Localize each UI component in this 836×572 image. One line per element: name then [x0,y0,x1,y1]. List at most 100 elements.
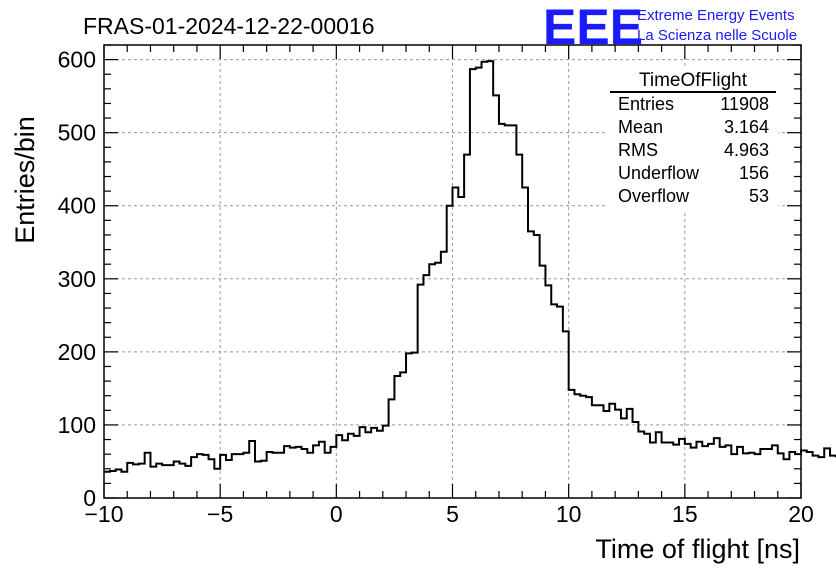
histogram-bin [185,466,191,498]
histogram-bin [406,353,412,498]
histogram-bin [662,442,668,498]
y-tick-labels: 0 100 200 300 400 500 600 [58,47,96,511]
histogram-bin [348,434,354,498]
histogram-bin [441,252,447,498]
y-tick-label: 100 [58,412,96,438]
histogram-bin [226,460,232,498]
histogram-bin [528,231,534,498]
histogram-bin [801,451,807,498]
histogram-bin [255,461,261,498]
histogram-bin [383,426,389,498]
histogram-bin [400,372,406,498]
histogram-bin [807,452,813,498]
histogram-bin [574,394,580,498]
histogram-bin [168,465,174,498]
histogram-bin [592,405,598,498]
histogram-bin [458,197,464,498]
histogram-bin [557,307,563,498]
histogram-bin [685,444,691,498]
stats-value: 53 [749,186,769,206]
histogram-bin [423,275,429,498]
histogram-outline [104,60,836,473]
histogram-bin [755,454,761,498]
histogram-bin [702,446,708,498]
x-tick-label: 15 [672,501,698,527]
y-axis-title: Entries/bin [10,116,40,244]
histogram-bin [156,464,162,498]
histogram-bin [818,457,824,498]
histogram-bin [371,428,377,498]
histogram-bin [720,447,726,498]
histogram-bin [174,461,180,498]
histogram-bin [243,453,249,498]
x-tick-labels: −10 −5 0 5 10 15 20 [84,501,813,527]
histogram-bin [261,461,267,498]
stats-rows: Entries 11908 Mean 3.164 RMS 4.963 Underflow 15… [618,94,769,206]
histogram-bin [377,431,383,498]
histogram-bin [545,285,551,498]
histogram-bin [621,418,627,498]
histogram-bin [133,464,139,498]
histogram-bin [365,432,371,498]
stats-label: Mean [618,117,663,137]
histogram-bin [493,95,499,498]
histogram-bin [604,411,610,498]
histogram-bin [505,125,511,498]
histogram-bin [104,472,110,498]
histogram-bin [667,442,673,498]
histogram-bin [307,453,313,498]
histogram-bin [534,235,540,498]
histogram-bin [121,472,127,498]
histogram-bin [813,456,819,498]
histogram-bin [296,447,302,498]
logo-mark: EEE [543,0,643,55]
histogram-bin [516,155,522,498]
stats-label: RMS [618,140,658,160]
histogram-bin [598,405,604,498]
histogram-bin [615,410,621,498]
histogram-bin [830,456,836,498]
histogram-bin [696,442,702,498]
histogram-bin [278,453,284,498]
histogram-bin [766,449,772,498]
histogram-bin [290,448,296,498]
histogram-bin [522,187,528,498]
histogram-bin [743,453,749,498]
histogram-bin [540,266,546,498]
x-tick-label: −10 [84,501,123,527]
histogram-bin [609,404,615,498]
stats-label: Overflow [618,186,690,206]
histogram-bin [342,440,348,498]
stats-value: 4.963 [724,140,769,160]
x-axis-title: Time of flight [ns] [595,534,800,564]
run-title: FRAS-01-2024-12-22-00016 [83,13,375,39]
histogram-bin [633,422,639,498]
axis-ticks [103,44,802,499]
histogram-bin [331,447,337,498]
histogram-bin [214,469,220,498]
histogram-bin [673,445,679,498]
stats-box: TimeOfFlight Entries 11908 Mean 3.164 RMS 4.9… [608,68,778,210]
histogram-bin [272,453,278,498]
x-tick-label: 5 [446,501,459,527]
y-tick-label: 300 [58,266,96,292]
stats-value: 3.164 [724,117,769,137]
histogram-bin [760,449,766,498]
histogram-bin [499,124,505,498]
histogram-bin [203,455,209,498]
y-tick-label: 200 [58,339,96,365]
histogram-bin [301,449,307,498]
histogram-bin [511,125,517,498]
y-tick-label: 400 [58,193,96,219]
y-tick-label: 0 [83,485,96,511]
histogram-bin [429,264,435,498]
histogram-bin [551,304,557,498]
histogram-bin [180,464,186,498]
x-tick-label: −5 [207,501,233,527]
histogram-bin [354,436,360,498]
histogram-bin [679,439,685,498]
x-tick-label: 20 [788,501,814,527]
histogram-bin [650,442,656,498]
stats-name: TimeOfFlight [639,70,748,91]
